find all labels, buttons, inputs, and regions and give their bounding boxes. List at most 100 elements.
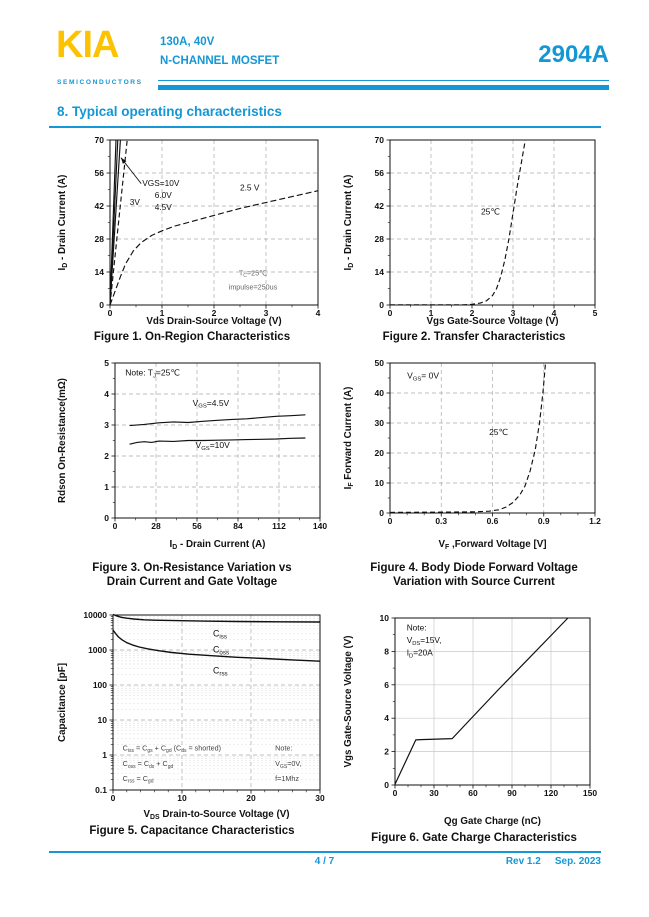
svg-text:VGS=10V: VGS=10V — [196, 440, 231, 452]
svg-text:84: 84 — [233, 521, 243, 531]
svg-text:VGS=4.5V: VGS=4.5V — [193, 398, 230, 410]
svg-text:0: 0 — [104, 513, 109, 523]
svg-text:4: 4 — [552, 308, 557, 318]
figure-6-caption: Figure 6. Gate Charge Characteristics — [371, 832, 577, 844]
figure-6: 0 30 60 90 120 150 0 2 4 6 8 10 Qg Gate Charge (nC) V… — [338, 608, 610, 846]
svg-text:Rdson On-Resistance(mΩ): Rdson On-Resistance(mΩ) — [57, 378, 68, 503]
svg-text:6: 6 — [384, 680, 389, 690]
svg-text:14: 14 — [375, 267, 385, 277]
svg-text:4: 4 — [316, 308, 321, 318]
figure-3-caption-line2: Drain Current and Gate Voltage — [106, 575, 278, 588]
svg-text:2: 2 — [212, 308, 217, 318]
svg-text:4: 4 — [104, 389, 109, 399]
svg-text:0: 0 — [111, 793, 116, 803]
svg-text:28: 28 — [95, 234, 105, 244]
page-number: 4 / 7 — [314, 856, 335, 867]
svg-text:TC=25℃: TC=25℃ — [239, 269, 267, 280]
section-title: 8. Typical operating characteristics — [57, 104, 282, 119]
svg-text:28: 28 — [375, 234, 385, 244]
svg-text:42: 42 — [375, 201, 385, 211]
svg-text:4.5V: 4.5V — [155, 202, 173, 212]
figure-4-chart: 0 0.3 0.6 0.9 1.2 0 10 20 30 40 50 VF ,Forward Volt… — [343, 358, 601, 551]
svg-text:0: 0 — [113, 521, 118, 531]
header-rule-thick — [158, 85, 609, 90]
svg-text:70: 70 — [95, 135, 105, 145]
svg-text:60: 60 — [468, 788, 478, 798]
svg-text:0.1: 0.1 — [95, 785, 107, 795]
figure-3-caption: Figure 3. On-Resistance Variation vs Dra… — [52, 562, 332, 590]
svg-text:3: 3 — [264, 308, 269, 318]
svg-text:10: 10 — [380, 613, 390, 623]
device-type-line: N-CHANNEL MOSFET — [160, 55, 280, 67]
svg-text:0: 0 — [99, 300, 104, 310]
svg-text:42: 42 — [95, 201, 105, 211]
svg-text:28: 28 — [151, 521, 161, 531]
svg-text:VDS=15V,: VDS=15V, — [407, 635, 442, 647]
svg-text:20: 20 — [375, 448, 385, 458]
rating-line: 130A, 40V — [160, 36, 215, 48]
svg-text:14: 14 — [95, 267, 105, 277]
figure-4-caption: Figure 4. Body Diode Forward Voltage Var… — [338, 562, 610, 590]
footer-rule — [49, 851, 601, 853]
svg-text:30: 30 — [315, 793, 325, 803]
svg-text:2: 2 — [384, 747, 389, 757]
figure-3: 0 28 56 84 112 140 0 1 2 3 4 5 ID - Drain Current (A… — [52, 356, 332, 590]
svg-text:0: 0 — [388, 308, 393, 318]
svg-text:0.9: 0.9 — [538, 516, 550, 526]
svg-text:10: 10 — [375, 478, 385, 488]
semiconductors-label: SEMICONDUCTORS — [57, 79, 143, 86]
figure-4-caption-line2: Variation with Source Current — [393, 575, 555, 588]
svg-text:2: 2 — [470, 308, 475, 318]
svg-text:IF Forward Current (A): IF Forward Current (A) — [343, 387, 355, 490]
figure-2-chart: 0 1 2 3 4 5 0 14 28 42 56 70 Vgs Gate-Source Voltage… — [343, 135, 598, 327]
svg-text:30: 30 — [375, 418, 385, 428]
svg-text:VGS=0V,: VGS=0V, — [275, 759, 301, 770]
svg-text:3V: 3V — [130, 197, 141, 207]
svg-text:0.3: 0.3 — [435, 516, 447, 526]
svg-text:0: 0 — [379, 300, 384, 310]
svg-text:100: 100 — [93, 680, 107, 690]
svg-text:50: 50 — [375, 358, 385, 368]
svg-text:1000: 1000 — [88, 645, 107, 655]
figure-4: 0 0.3 0.6 0.9 1.2 0 10 20 30 40 50 VF ,Forward Volt… — [338, 356, 610, 590]
svg-text:0: 0 — [384, 780, 389, 790]
section-underline — [49, 126, 601, 128]
svg-text:Vds Drain-Source Voltage (V): Vds Drain-Source Voltage (V) — [146, 316, 281, 327]
svg-text:90: 90 — [507, 788, 517, 798]
svg-text:Qg Gate Charge (nC): Qg Gate Charge (nC) — [444, 816, 541, 827]
svg-text:Crss = Cgd: Crss = Cgd — [123, 774, 154, 785]
svg-text:3: 3 — [104, 420, 109, 430]
figure-5-caption: Figure 5. Capacitance Characteristics — [89, 825, 295, 837]
svg-text:1.2: 1.2 — [589, 516, 601, 526]
svg-text:56: 56 — [95, 168, 105, 178]
svg-text:Coss = Cds + Cgd: Coss = Cds + Cgd — [123, 759, 174, 770]
svg-text:0: 0 — [379, 508, 384, 518]
svg-text:0: 0 — [388, 516, 393, 526]
svg-text:0.6: 0.6 — [487, 516, 499, 526]
figure-1: 0 1 2 3 4 0 14 28 42 56 70 Vds Drain-Source Voltage… — [52, 133, 332, 345]
svg-text:0: 0 — [108, 308, 113, 318]
figure-2-caption: Figure 2. Transfer Characteristics — [382, 331, 566, 343]
svg-text:Note: TJ=25℃: Note: TJ=25℃ — [125, 367, 180, 379]
svg-text:10000: 10000 — [83, 610, 107, 620]
header-rule-thin — [158, 80, 609, 82]
revision-date: Sep. 2023 — [554, 856, 601, 867]
svg-text:70: 70 — [375, 135, 385, 145]
svg-text:5: 5 — [104, 358, 109, 368]
svg-text:56: 56 — [192, 521, 202, 531]
revision-info: Rev 1.2 Sep. 2023 — [506, 856, 601, 867]
svg-text:VF ,Forward Voltage [V]: VF ,Forward Voltage [V] — [438, 539, 546, 551]
svg-text:Ciss: Ciss — [213, 629, 227, 641]
svg-text:5: 5 — [593, 308, 598, 318]
svg-text:4: 4 — [384, 713, 389, 723]
svg-text:f=1Mhz: f=1Mhz — [275, 774, 299, 783]
svg-text:20: 20 — [246, 793, 256, 803]
figure-3-chart: 0 28 56 84 112 140 0 1 2 3 4 5 ID - Drain Current (A… — [57, 358, 327, 551]
figure-2: 0 1 2 3 4 5 0 14 28 42 56 70 Vgs Gate-Source Voltage… — [338, 133, 610, 345]
svg-text:VGS=10V: VGS=10V — [142, 178, 180, 188]
svg-text:1: 1 — [104, 482, 109, 492]
figure-5: 0 10 20 30 0.1 1 10 100 1000 10000 VDS Drain-to-So… — [52, 608, 332, 839]
svg-text:140: 140 — [313, 521, 327, 531]
figure-3-caption-line1: Figure 3. On-Resistance Variation vs — [92, 562, 292, 574]
